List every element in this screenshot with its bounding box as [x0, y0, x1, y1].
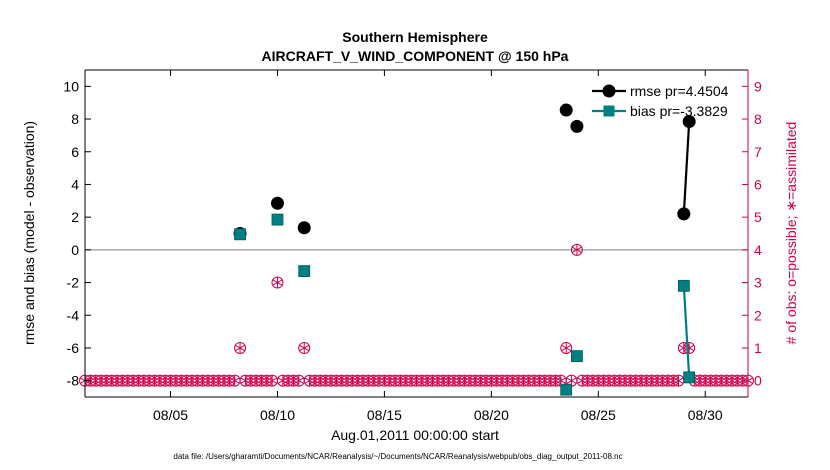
rmse-point — [270, 196, 284, 210]
x-tick-label: 08/30 — [688, 407, 723, 423]
y-tick-label-left: -2 — [67, 275, 80, 291]
rmse-point — [682, 115, 696, 129]
bias-point — [683, 371, 696, 384]
y-tick-label-right: 9 — [754, 78, 762, 94]
bias-point — [298, 265, 311, 278]
y-tick-label-right: 0 — [754, 373, 762, 389]
legend-label: rmse pr=4.4504 — [630, 83, 729, 99]
obs-count-marker-nonzero — [683, 341, 696, 354]
rmse-point — [297, 221, 311, 235]
y-tick-label-left: 2 — [71, 209, 79, 225]
y-tick-label-left: -4 — [67, 307, 80, 323]
y-tick-label-left: 4 — [71, 176, 79, 192]
x-tick-label: 08/25 — [581, 407, 616, 423]
legend-entry-rmse: rmse pr=4.4504 — [592, 83, 729, 99]
y-tick-label-right: 4 — [754, 242, 762, 258]
y-tick-label-right: 8 — [754, 111, 762, 127]
rmse-point — [570, 119, 584, 133]
obs-count-marker — [266, 374, 279, 387]
obs-count-marker-nonzero — [560, 341, 573, 354]
y-tick-label-left: 8 — [71, 111, 79, 127]
y-axis-label-right: # of obs: o=possible; ∗=assimilated — [783, 122, 799, 345]
y-tick-label-right: 1 — [754, 340, 762, 356]
obs-count-marker — [292, 374, 305, 387]
rmse-point — [677, 207, 691, 221]
x-tick-label: 08/10 — [260, 407, 295, 423]
legend-label: bias pr=-3.3829 — [630, 103, 728, 119]
obs-count-marker — [672, 374, 685, 387]
y-tick-label-left: 0 — [71, 242, 79, 258]
bias-point — [271, 213, 284, 226]
obs-count-marker — [228, 374, 241, 387]
legend-swatch-marker — [603, 105, 615, 117]
x-tick-label: 08/15 — [367, 407, 402, 423]
obs-count-marker-nonzero — [234, 341, 247, 354]
data-file-footnote: data file: /Users/gharamti/Documents/NCA… — [173, 452, 622, 461]
x-axis-label: Aug.01,2011 00:00:00 start — [331, 427, 499, 443]
y-axis-label-left: rmse and bias (model - observation) — [21, 121, 37, 345]
obs-count-marker-nonzero — [298, 341, 311, 354]
rmse-point — [559, 103, 573, 117]
bias-line — [682, 285, 691, 378]
rmse-line — [682, 121, 691, 214]
chart-subtitle: AIRCRAFT_V_WIND_COMPONENT @ 150 hPa — [262, 48, 569, 64]
x-tick-label: 08/20 — [474, 407, 509, 423]
legend-entry-bias: bias pr=-3.3829 — [592, 103, 728, 119]
y-tick-label-left: 6 — [71, 144, 79, 160]
y-tick-label-right: 2 — [754, 307, 762, 323]
bias-point — [571, 350, 583, 363]
bias-point — [677, 279, 690, 292]
y-tick-label-right: 3 — [754, 275, 762, 291]
y-tick-label-right: 7 — [754, 144, 762, 160]
y-tick-label-right: 5 — [754, 209, 762, 225]
bias-point — [560, 383, 573, 396]
chart-title: Southern Hemisphere — [342, 29, 488, 45]
y-tick-label-left: -8 — [67, 373, 80, 389]
obs-count-marker-nonzero — [271, 276, 284, 289]
x-tick-label: 08/05 — [153, 407, 188, 423]
y-tick-label-left: -6 — [67, 340, 80, 356]
y-tick-label-right: 6 — [754, 176, 762, 192]
bias-point — [234, 228, 246, 241]
y-tick-label-left: 10 — [63, 78, 79, 94]
obs-count-marker-nonzero — [570, 243, 583, 256]
legend-swatch-marker — [602, 84, 616, 98]
